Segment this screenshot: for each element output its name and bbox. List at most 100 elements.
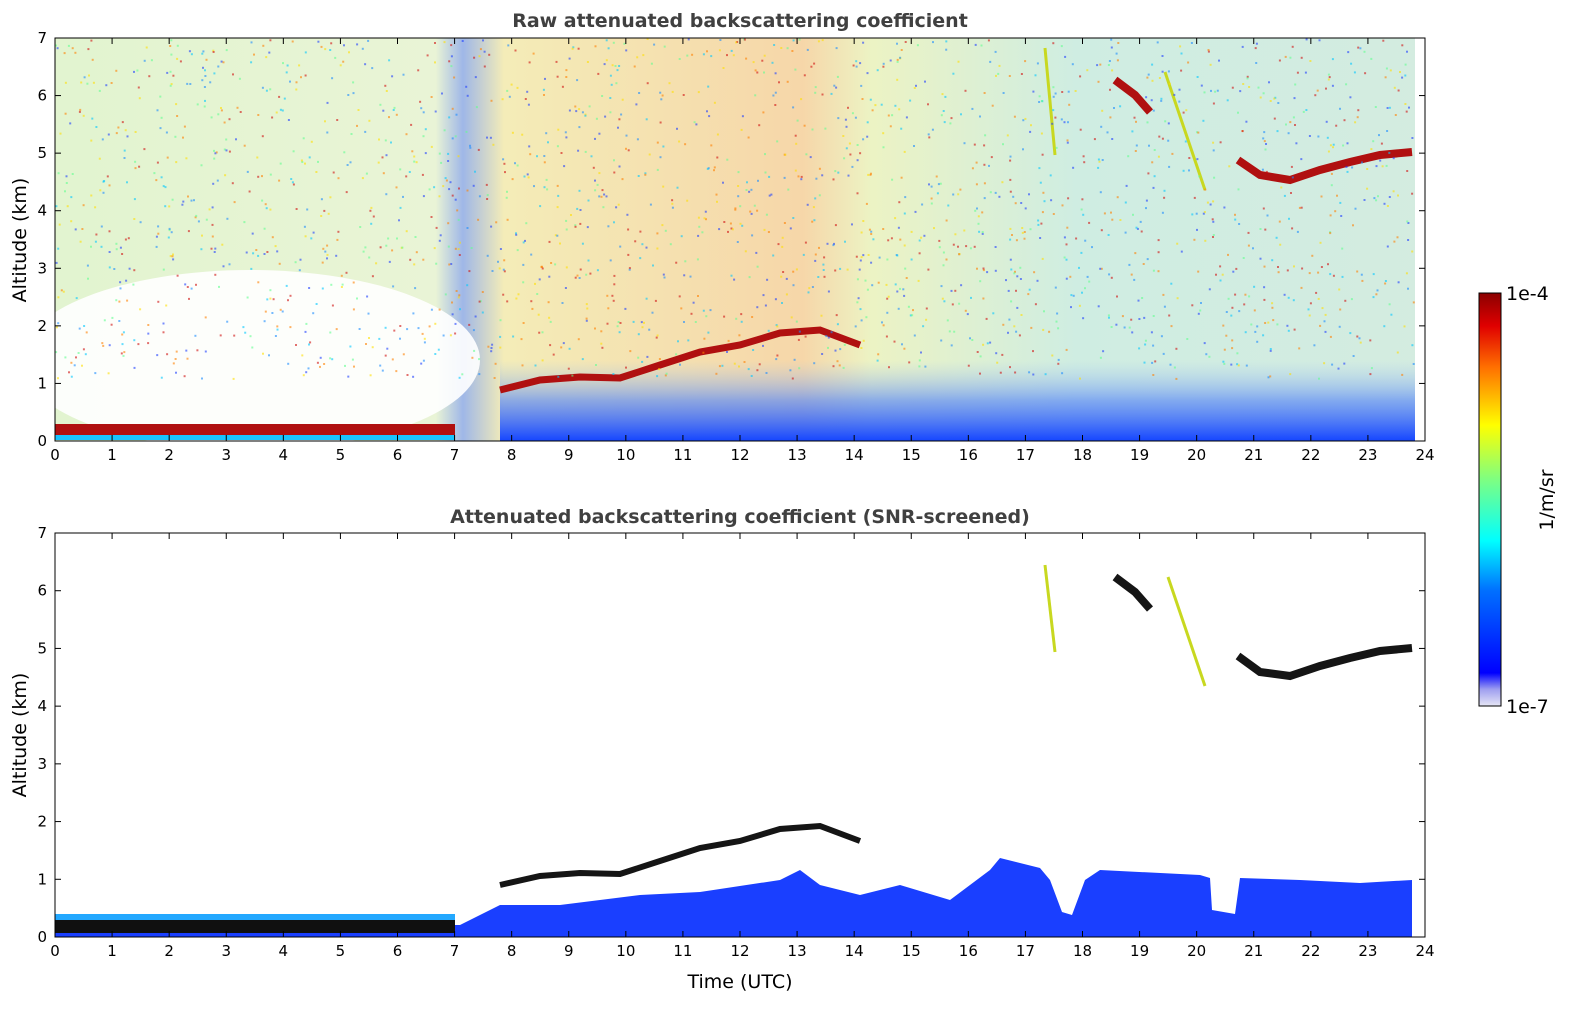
x-tick-label: 0	[50, 446, 60, 464]
panel-raw: Raw attenuated backscattering coefficien…	[9, 10, 1435, 464]
x-axis-screened: 0 1 2 3 4 5 6 7 8 9 10 11 12 13 14 15 16 17 18 19 20 21 22 23 24	[50, 533, 1435, 960]
x-tick-label: 24	[1415, 446, 1434, 464]
screened-boundary-layer	[55, 920, 455, 933]
y-axis-label-screened: Altitude (km)	[9, 673, 31, 798]
colorbar-gradient	[1478, 292, 1502, 707]
x-tick-label: 21	[1244, 942, 1263, 960]
x-tick-label: 2	[164, 446, 174, 464]
x-tick-label: 23	[1358, 942, 1377, 960]
raw-boundary-layer	[55, 424, 455, 437]
x-tick-label: 4	[279, 446, 289, 464]
x-tick-label: 11	[673, 942, 692, 960]
screened-mid-cloud	[1235, 644, 1413, 681]
x-tick-label: 4	[279, 942, 289, 960]
x-tick-label: 17	[1016, 446, 1035, 464]
x-tick-label: 19	[1130, 446, 1149, 464]
x-tick-label: 7	[450, 446, 460, 464]
x-axis-label: Time (UTC)	[686, 971, 792, 993]
y-axis-raw: 0 1 2 3 4 5 6 7	[37, 29, 1425, 450]
x-tick-label: 5	[336, 942, 346, 960]
y-axis-label-raw: Altitude (km)	[9, 178, 31, 303]
panel-title-raw: Raw attenuated backscattering coefficien…	[512, 10, 968, 32]
y-tick-label: 6	[37, 582, 47, 600]
colorbar-min-label: 1e-7	[1506, 696, 1549, 718]
raw-virga-1	[1043, 47, 1057, 156]
x-tick-label: 9	[564, 446, 574, 464]
panel-title-screened: Attenuated backscattering coefficient (S…	[450, 506, 1030, 528]
y-tick-label: 4	[37, 202, 47, 220]
x-tick-label: 16	[959, 942, 978, 960]
raw-low-altitude-signal	[500, 360, 1415, 441]
screened-virga-1	[1043, 564, 1057, 653]
raw-mid-cloud	[1235, 148, 1413, 185]
x-tick-label: 11	[673, 446, 692, 464]
colorbar: 1e-4 1e-7 1/m/sr	[1478, 283, 1558, 718]
x-tick-label: 1	[107, 446, 117, 464]
x-tick-label: 8	[507, 942, 517, 960]
y-tick-label: 1	[37, 870, 47, 888]
x-tick-label: 14	[845, 446, 864, 464]
x-tick-label: 19	[1130, 942, 1149, 960]
x-tick-label: 23	[1358, 446, 1377, 464]
x-tick-label: 1	[107, 942, 117, 960]
x-tick-label: 3	[221, 942, 231, 960]
screened-virga-2	[1166, 576, 1207, 687]
y-tick-label: 0	[37, 432, 47, 450]
x-tick-label: 15	[902, 446, 921, 464]
x-tick-label: 12	[730, 942, 749, 960]
x-axis-raw: 0 1 2 3 4 5 6 7 8 9 10 11 12 13 14 15 16 17 18 19 20 21 22 23 24	[50, 38, 1435, 464]
colorbar-max-label: 1e-4	[1506, 283, 1549, 305]
raw-virga-2	[1163, 71, 1207, 191]
y-tick-label: 7	[37, 29, 47, 47]
x-tick-label: 18	[1073, 446, 1092, 464]
y-tick-label: 6	[37, 87, 47, 105]
screened-low-signal	[55, 858, 1412, 937]
x-tick-label: 14	[845, 942, 864, 960]
raw-speckle	[55, 38, 1415, 380]
colorbar-label: 1/m/sr	[1536, 469, 1558, 530]
y-axis-screened: 0 1 2 3 4 5 6 7	[37, 524, 1425, 946]
x-tick-label: 10	[616, 446, 635, 464]
x-tick-label: 18	[1073, 942, 1092, 960]
raw-boundary-base	[55, 435, 455, 440]
y-tick-label: 7	[37, 524, 47, 542]
plot-frame-screened	[54, 532, 1426, 938]
y-tick-label: 3	[37, 755, 47, 773]
screened-cirrus	[1112, 573, 1153, 612]
y-tick-label: 2	[37, 813, 47, 831]
x-tick-label: 9	[564, 942, 574, 960]
y-tick-label: 0	[37, 928, 47, 946]
y-tick-label: 1	[37, 374, 47, 392]
y-tick-label: 5	[37, 144, 47, 162]
x-tick-label: 15	[902, 942, 921, 960]
y-tick-label: 2	[37, 317, 47, 335]
x-tick-label: 2	[164, 942, 174, 960]
screened-boundary-edge	[55, 914, 455, 920]
y-tick-label: 5	[37, 639, 47, 657]
x-tick-label: 10	[616, 942, 635, 960]
x-tick-label: 22	[1301, 446, 1320, 464]
x-tick-label: 24	[1415, 942, 1434, 960]
x-tick-label: 20	[1187, 942, 1206, 960]
x-tick-label: 6	[393, 446, 403, 464]
x-tick-label: 0	[50, 942, 60, 960]
x-tick-label: 21	[1244, 446, 1263, 464]
raw-clear-region	[20, 270, 480, 450]
x-tick-label: 13	[788, 942, 807, 960]
plot-area-screened	[54, 532, 1426, 938]
x-tick-label: 7	[450, 942, 460, 960]
panel-screened: Attenuated backscattering coefficient (S…	[9, 506, 1435, 993]
x-tick-label: 20	[1187, 446, 1206, 464]
x-tick-label: 16	[959, 446, 978, 464]
x-tick-label: 12	[730, 446, 749, 464]
x-tick-label: 6	[393, 942, 403, 960]
y-tick-label: 4	[37, 697, 47, 715]
y-tick-label: 3	[37, 259, 47, 277]
raw-cirrus	[1112, 76, 1153, 115]
x-tick-label: 22	[1301, 942, 1320, 960]
plot-area-raw	[20, 37, 1426, 450]
x-tick-label: 13	[788, 446, 807, 464]
x-tick-label: 17	[1016, 942, 1035, 960]
x-tick-label: 3	[221, 446, 231, 464]
